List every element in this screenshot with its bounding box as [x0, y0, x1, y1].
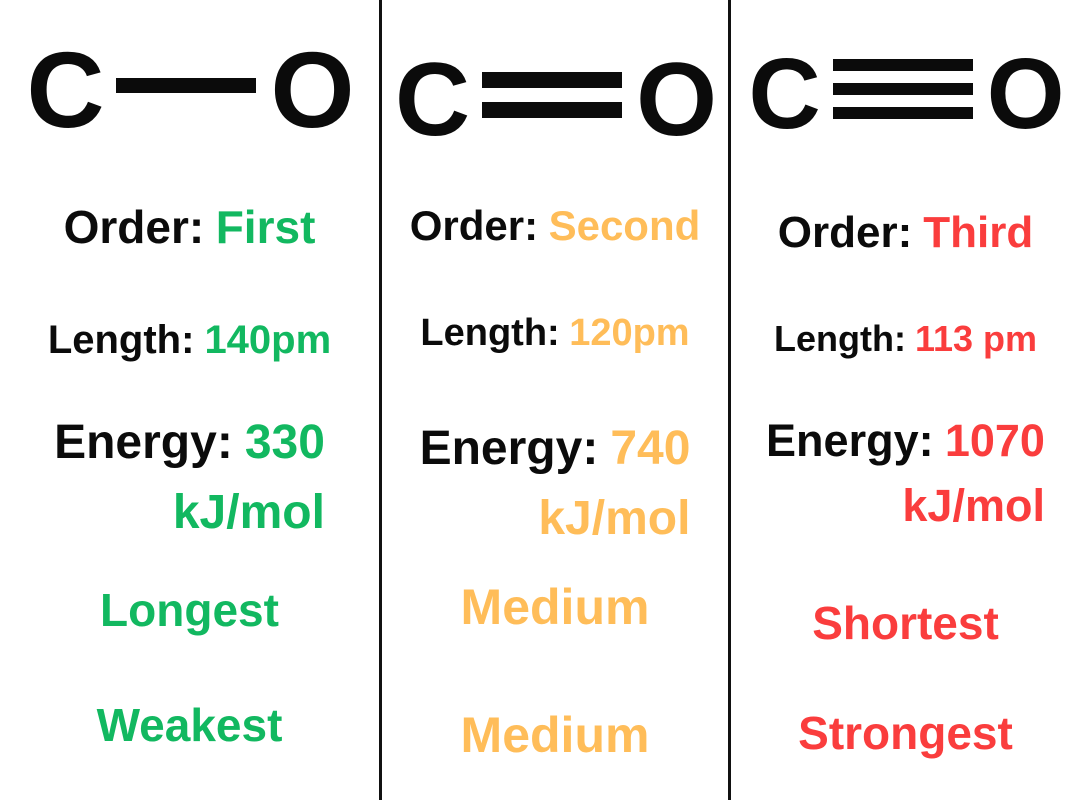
bond-diagram-triple: C O — [731, 44, 1080, 144]
energy-line: Energy: 1070 — [766, 408, 1045, 473]
bond-line — [832, 59, 973, 71]
atom-carbon: C — [26, 29, 104, 150]
energy-line: Energy: 330 — [54, 408, 325, 478]
atom-oxygen: O — [986, 38, 1065, 150]
order-row: Order: Second — [382, 202, 728, 250]
energy-row: Energy: 330 kJ/mol — [0, 408, 379, 547]
energy-label: Energy: — [419, 422, 599, 475]
atom-carbon: C — [394, 42, 470, 158]
bond-line — [482, 102, 623, 118]
column-triple-bond: C O Order: Third Length: 113 pm Energy: 107… — [728, 0, 1080, 800]
atom-oxygen: O — [270, 29, 354, 150]
order-value: Third — [923, 208, 1034, 257]
energy-value: 1070 — [944, 415, 1045, 466]
bond-line — [832, 83, 973, 95]
energy-value: 330 — [244, 416, 325, 469]
length-label: Length: — [773, 318, 906, 359]
length-note: Shortest — [812, 597, 999, 649]
energy-row: Energy: 1070 kJ/mol — [731, 408, 1080, 539]
length-label: Length: — [47, 318, 195, 362]
energy-label: Energy: — [54, 416, 233, 469]
length-note: Medium — [460, 579, 650, 635]
bond-line — [116, 77, 257, 93]
bond-diagram-single: C O — [0, 36, 379, 144]
triple-bond-lines — [832, 59, 973, 119]
energy-label: Energy: — [766, 415, 934, 466]
atom-carbon: C — [748, 38, 820, 150]
bond-diagram-double: C O — [382, 48, 728, 152]
energy-value: 740 — [610, 422, 691, 475]
single-bond-lines — [116, 77, 257, 93]
strength-note: Medium — [460, 707, 650, 763]
order-row: Order: First — [0, 200, 379, 254]
energy-line: Energy: 740 — [420, 414, 691, 484]
bond-line — [482, 72, 623, 88]
length-row: Length: 113 pm — [731, 318, 1080, 360]
order-value: First — [215, 201, 316, 253]
order-row: Order: Third — [731, 208, 1080, 258]
energy-unit: kJ/mol — [172, 485, 325, 539]
length-row: Length: 140pm — [0, 318, 379, 363]
bond-line — [832, 107, 973, 119]
atom-oxygen: O — [636, 42, 717, 158]
length-note: Longest — [100, 584, 279, 636]
strength-note: Strongest — [798, 707, 1013, 759]
order-label: Order: — [63, 201, 205, 253]
order-value: Second — [548, 202, 701, 249]
length-row: Length: 120pm — [382, 312, 728, 355]
length-label: Length: — [420, 312, 560, 354]
column-single-bond: C O Order: First Length: 140pm Energy: 330 … — [0, 0, 379, 800]
double-bond-lines — [482, 72, 623, 118]
strength-note: Weakest — [96, 699, 283, 751]
length-value: 113 pm — [914, 318, 1038, 359]
column-double-bond: C O Order: Second Length: 120pm Energy: 740… — [379, 0, 728, 800]
order-label: Order: — [409, 202, 539, 249]
energy-row: Energy: 740 kJ/mol — [382, 414, 728, 553]
order-label: Order: — [777, 208, 913, 257]
length-value: 140pm — [204, 318, 332, 362]
energy-unit: kJ/mol — [902, 480, 1045, 532]
length-value: 120pm — [569, 312, 690, 354]
energy-unit: kJ/mol — [538, 491, 691, 545]
